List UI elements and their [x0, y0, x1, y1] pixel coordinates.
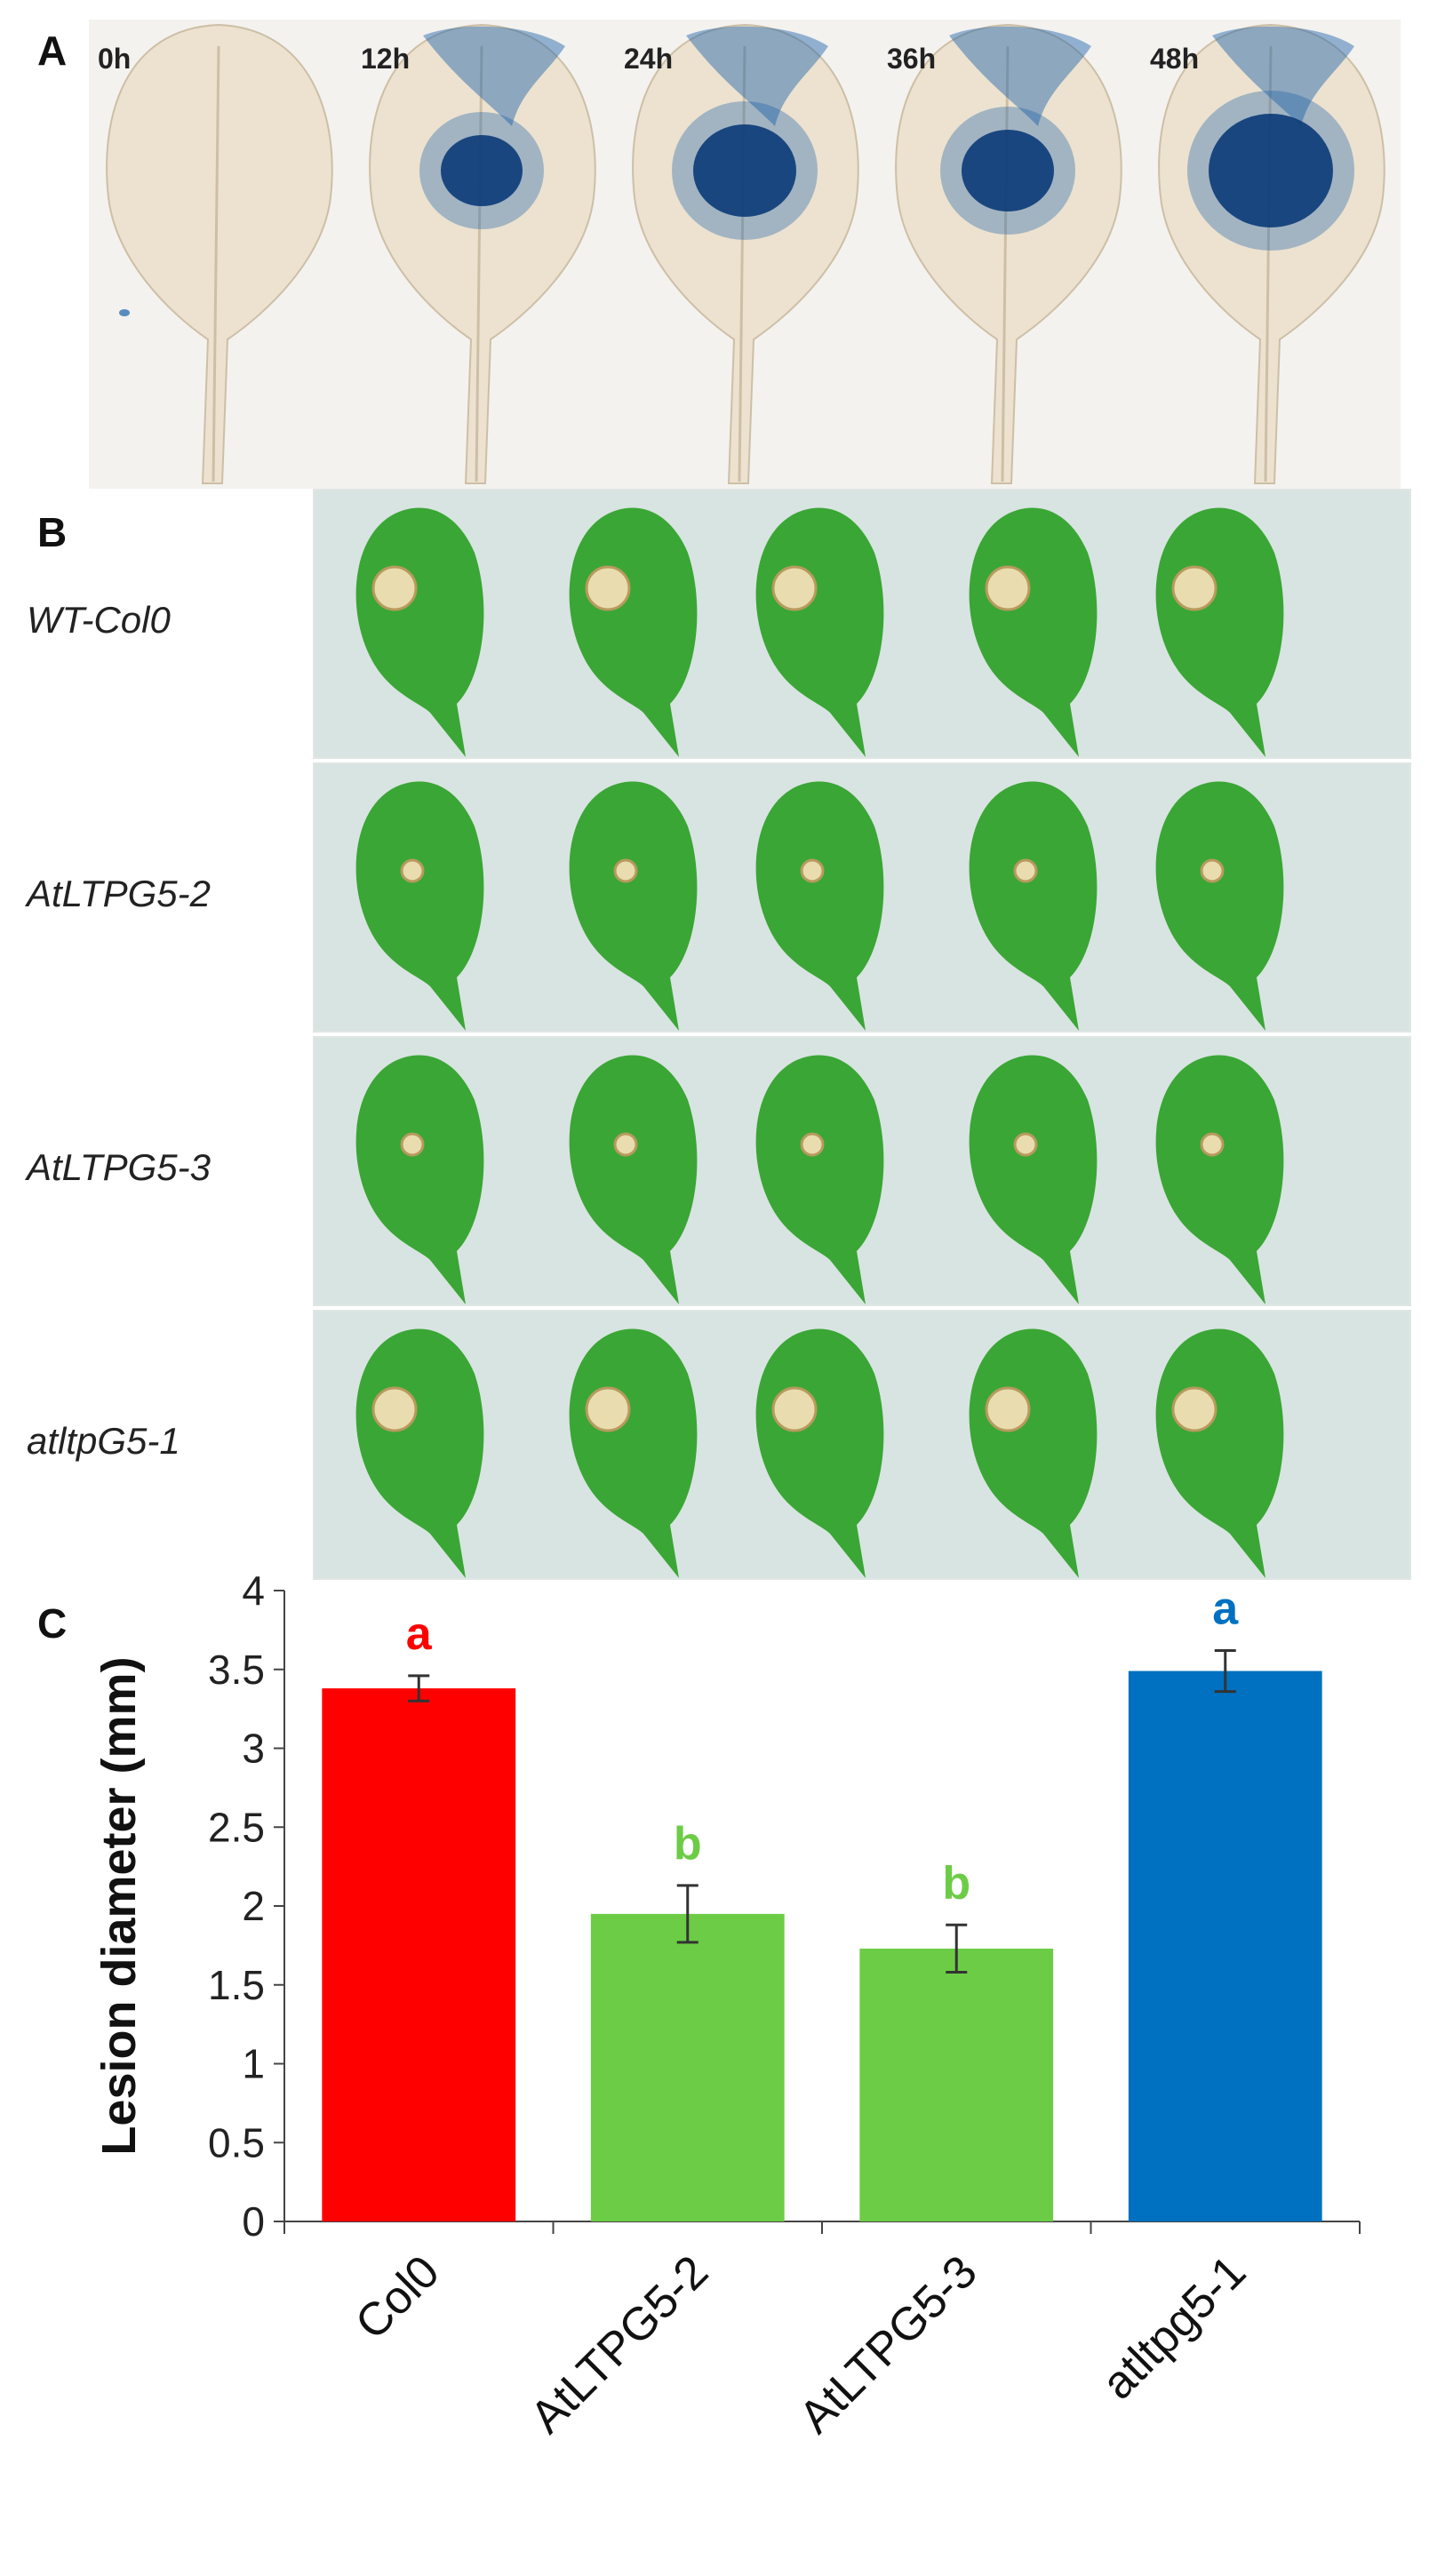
panel-b-letter: B [37, 509, 68, 555]
panel-a-letter: A [37, 28, 68, 74]
infected-leaf [1155, 781, 1284, 1031]
genotype-label: AtLTPG5-3 [27, 1146, 211, 1188]
stained-leaf-2 [615, 20, 874, 489]
infected-leaves [355, 1055, 1284, 1304]
y-tick-label: 0.5 [208, 2119, 265, 2165]
significance-letter: b [674, 1818, 702, 1870]
stained-leaf-4 [1141, 20, 1401, 489]
infected-leaf [969, 1055, 1098, 1304]
time-point-label: 36h [887, 43, 937, 75]
genotype-label: WT-Col0 [27, 599, 171, 641]
stained-leaf-image [895, 23, 1122, 484]
stained-leaf-image [369, 23, 596, 484]
significance-letter: a [406, 1608, 433, 1660]
error-bar [676, 1884, 699, 1944]
y-tick-label: 4 [242, 1573, 265, 1614]
bar-AtLTPG5-3 [859, 1948, 1054, 2221]
y-tick-label: 3 [242, 1726, 265, 1772]
infected-leaf [569, 1328, 698, 1578]
infected-leaf [755, 1328, 884, 1578]
category-label: atltpg5-1 [1092, 2245, 1256, 2409]
genotype-row [313, 1036, 1411, 1306]
y-tick-label: 1 [242, 2041, 265, 2087]
significance-letter: a [1212, 1583, 1239, 1634]
bar-atltpg5-1 [1128, 1671, 1322, 2221]
bar-AtLTPG5-2 [590, 1913, 785, 2221]
panel-a-leaf-stain-series: 0h 12h 24h 36h 48h [89, 20, 1401, 489]
y-tick-label: 2.5 [208, 1804, 265, 1850]
stained-leaf-image [106, 23, 333, 484]
time-point-label: 48h [1150, 43, 1200, 75]
category-label: Col0 [346, 2245, 450, 2349]
y-axis-title: Lesion diameter (mm) [92, 1656, 146, 2155]
infected-leaf [755, 781, 884, 1031]
infected-leaf [969, 1328, 1098, 1578]
infected-leaves [355, 507, 1284, 757]
y-tick-label: 0 [242, 2198, 265, 2245]
infected-leaf [969, 781, 1098, 1031]
error-bar [946, 1923, 968, 1974]
genotype-row [313, 1310, 1411, 1580]
y-tick-label: 2 [242, 1883, 265, 1929]
infected-leaf [755, 1055, 884, 1304]
time-point-label: 0h [98, 43, 132, 75]
genotype-label: AtLTPG5-2 [27, 873, 211, 914]
infected-leaf [355, 781, 484, 1031]
y-tick-label: 3.5 [208, 1647, 265, 1693]
category-label: AtLTPG5-2 [521, 2245, 718, 2443]
infected-leaf [569, 781, 698, 1031]
infected-leaves [355, 1328, 1284, 1578]
stained-leaf-3 [878, 20, 1138, 489]
error-bar [408, 1674, 430, 1703]
infected-leaf [755, 507, 884, 757]
infected-leaves [355, 781, 1284, 1031]
error-bar [1214, 1648, 1236, 1694]
infected-leaf [969, 507, 1098, 757]
time-point-label: 24h [624, 43, 674, 75]
genotype-row [313, 489, 1411, 759]
genotype-label: atltpG5-1 [27, 1420, 180, 1462]
stained-leaf-0 [89, 20, 348, 489]
stained-leaf-1 [352, 20, 611, 489]
infected-leaf [355, 1328, 484, 1578]
infected-leaf [355, 507, 484, 757]
stained-leaf-image [1158, 23, 1385, 484]
bar-Col0 [322, 1688, 516, 2221]
significance-letter: b [942, 1857, 970, 1909]
infected-leaf [1155, 1328, 1284, 1578]
infected-leaf [355, 1055, 484, 1304]
category-label: AtLTPG5-3 [790, 2245, 987, 2443]
infected-leaf [569, 1055, 698, 1304]
lesion-diameter-bar-chart: 0 0.5 1 1.5 2 2.5 3 3.5 4 Lesion diameter (mm) a Co… [92, 1573, 1361, 2444]
infected-leaf [569, 507, 698, 757]
time-point-label: 12h [361, 43, 411, 75]
stained-leaf-image [632, 23, 859, 484]
infected-leaf [1155, 1055, 1284, 1304]
y-tick-label: 1.5 [208, 1962, 265, 2008]
panel-c-letter: C [37, 1600, 68, 1647]
infected-leaf [1155, 507, 1284, 757]
genotype-row [313, 762, 1411, 1033]
